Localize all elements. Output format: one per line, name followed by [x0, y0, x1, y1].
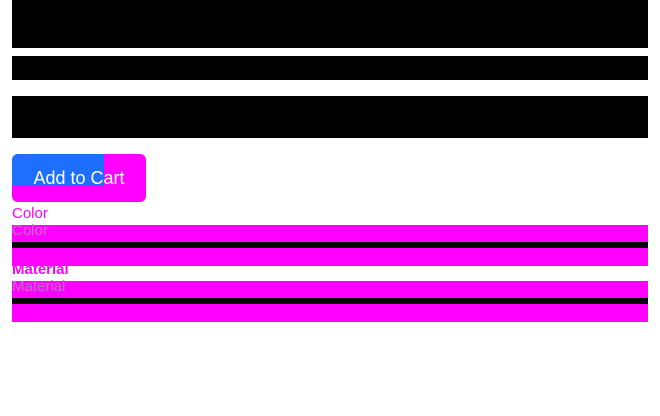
material-option-field-secondary[interactable] — [12, 304, 648, 322]
add-to-cart-button[interactable]: Add to Cart — [12, 154, 146, 202]
color-sublabel: Color — [12, 222, 48, 239]
color-option-field-secondary[interactable] — [12, 248, 648, 266]
content-block — [12, 96, 648, 138]
subheader-block — [12, 56, 648, 80]
material-option-field[interactable] — [12, 281, 648, 298]
color-option-field[interactable] — [12, 225, 648, 242]
material-sublabel: Material — [12, 278, 66, 295]
header-block — [12, 0, 648, 48]
color-label: Color — [12, 205, 48, 222]
material-divider — [12, 298, 648, 304]
add-to-cart-label: Add to Cart — [33, 168, 125, 188]
button-accent — [12, 154, 104, 186]
color-divider — [12, 242, 648, 248]
material-label: Material — [12, 261, 69, 278]
